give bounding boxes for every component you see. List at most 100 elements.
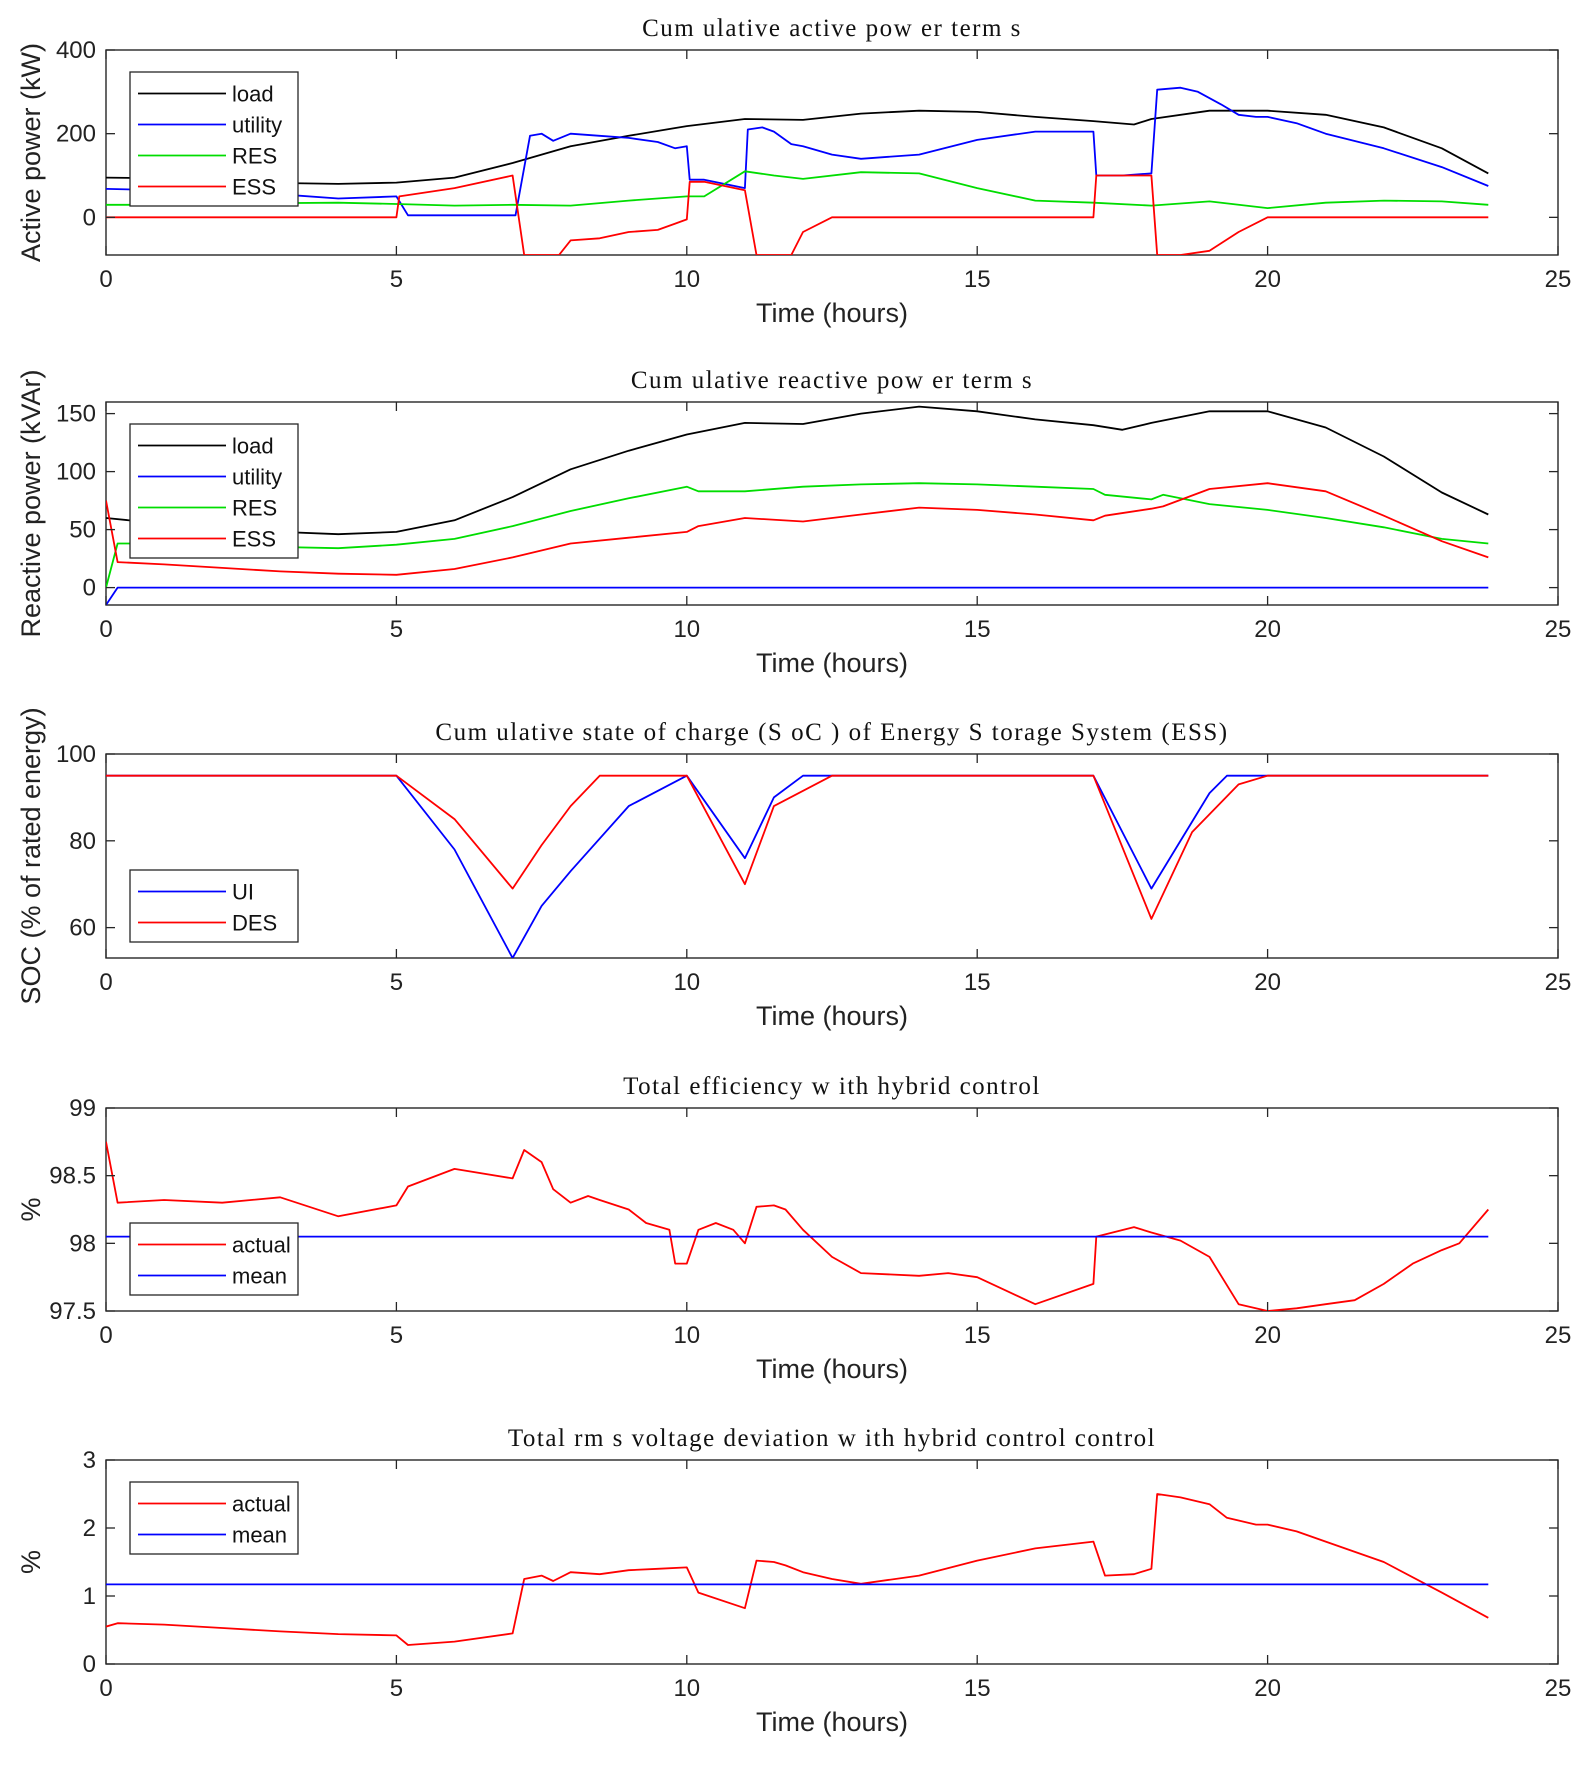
x-tick-label: 20 <box>1254 969 1281 996</box>
y-tick-label: 99 <box>69 1095 96 1122</box>
x-tick-label: 5 <box>390 1322 403 1349</box>
x-tick-label: 10 <box>673 266 700 293</box>
series-group <box>106 86 1489 255</box>
series-line-utility <box>106 586 1489 605</box>
y-tick-label: 98.5 <box>49 1163 96 1190</box>
y-tick-label: 60 <box>69 915 96 942</box>
plot-area <box>105 1107 1559 1312</box>
legend-label-ess: ESS <box>232 527 276 552</box>
legend: load utility RES ESS <box>129 71 299 207</box>
series-line-load <box>106 109 1489 185</box>
x-tick-label: 15 <box>964 266 991 293</box>
y-axis-label: Active power (kW) <box>16 43 46 262</box>
plot-area <box>105 753 1559 959</box>
legend-label-ess: ESS <box>232 175 276 200</box>
legend-box <box>129 869 299 943</box>
y-tick-label: 200 <box>56 121 96 148</box>
x-tick-label: 15 <box>964 1322 991 1349</box>
x-axis-label: Time (hours) <box>756 1001 908 1031</box>
x-tick-label: 25 <box>1545 266 1572 293</box>
legend-label-load: load <box>232 82 274 107</box>
x-tick-label: 0 <box>99 969 112 996</box>
subplot-1: 0 5 10 15 20 25 0 200 400 Cum ulative active pow … <box>16 15 1571 328</box>
subplot-2: 0 5 10 15 20 25 0 50 100 150 Cum ulative reactive … <box>16 367 1571 678</box>
x-tick-label: 10 <box>673 616 700 643</box>
series-line-ui <box>106 774 1489 958</box>
x-tick-label: 25 <box>1545 616 1572 643</box>
series-line-actual <box>106 1493 1489 1646</box>
x-tick-label: 0 <box>99 1675 112 1702</box>
y-tick-label: 0 <box>83 1651 96 1678</box>
legend-label-res: RES <box>232 496 277 521</box>
x-tick-label: 15 <box>964 616 991 643</box>
y-tick-label: 3 <box>83 1447 96 1474</box>
x-tick-label: 20 <box>1254 1675 1281 1702</box>
chart-title: Cum ulative active pow er term s <box>642 15 1022 42</box>
legend-label-utility: utility <box>232 113 282 138</box>
x-tick-label: 10 <box>673 1675 700 1702</box>
series-line-actual <box>106 1141 1489 1311</box>
series-line-res <box>106 482 1489 588</box>
x-axis-label: Time (hours) <box>756 298 908 328</box>
x-tick-label: 5 <box>390 616 403 643</box>
x-tick-label: 5 <box>390 1675 403 1702</box>
y-axis-label: SOC (% of rated energy) <box>16 707 46 1004</box>
legend: actual mean <box>129 1481 299 1555</box>
series-line-load <box>106 405 1489 536</box>
x-tick-label: 0 <box>99 1322 112 1349</box>
chart-title: Total efficiency w ith hybrid control <box>623 1073 1041 1100</box>
y-tick-label: 400 <box>56 37 96 64</box>
legend-box <box>129 1222 299 1296</box>
x-tick-label: 15 <box>964 969 991 996</box>
x-tick-label: 10 <box>673 969 700 996</box>
x-axis-label: Time (hours) <box>756 1707 908 1737</box>
x-tick-label: 0 <box>99 266 112 293</box>
plot-area <box>105 49 1559 256</box>
y-tick-label: 98 <box>69 1230 96 1257</box>
chart-title: Cum ulative state of charge (S oC ) of E… <box>435 719 1228 746</box>
y-tick-label: 150 <box>56 401 96 428</box>
legend-label-mean: mean <box>232 1264 287 1289</box>
y-axis-label: % <box>16 1197 46 1221</box>
legend-label-mean: mean <box>232 1523 287 1548</box>
x-tick-label: 20 <box>1254 616 1281 643</box>
y-tick-label: 0 <box>83 575 96 602</box>
x-tick-label: 0 <box>99 616 112 643</box>
legend-label-actual: actual <box>232 1492 291 1517</box>
x-tick-label: 5 <box>390 266 403 293</box>
y-axis-label: % <box>16 1550 46 1574</box>
x-tick-label: 25 <box>1545 1322 1572 1349</box>
subplot-4: 0 5 10 15 20 25 97.5 98 98.5 99 Total efficiency w… <box>16 1073 1571 1384</box>
y-tick-label: 1 <box>83 1583 96 1610</box>
y-tick-label: 2 <box>83 1515 96 1542</box>
legend-box <box>129 1481 299 1555</box>
plot-area <box>105 401 1559 606</box>
x-axis-label: Time (hours) <box>756 648 908 678</box>
legend: UI DES <box>129 869 299 943</box>
series-line-des <box>106 774 1489 920</box>
legend: load utility RES ESS <box>129 423 299 559</box>
x-tick-label: 20 <box>1254 266 1281 293</box>
legend-label-res: RES <box>232 144 277 169</box>
y-tick-label: 100 <box>56 459 96 486</box>
series-line-ess <box>106 482 1489 576</box>
legend-label-load: load <box>232 434 274 459</box>
legend-label-des: DES <box>232 911 277 936</box>
y-tick-label: 97.5 <box>49 1298 96 1325</box>
series-group <box>106 1493 1489 1646</box>
x-axis-label: Time (hours) <box>756 1354 908 1384</box>
subplot-5: 0 5 10 15 20 25 0 1 2 3 Total rm s voltage deviati… <box>16 1425 1571 1737</box>
series-group <box>106 1141 1489 1311</box>
legend: actual mean <box>129 1222 299 1296</box>
x-tick-label: 15 <box>964 1675 991 1702</box>
x-tick-label: 5 <box>390 969 403 996</box>
series-line-ess <box>106 174 1489 255</box>
chart-title: Cum ulative reactive pow er term s <box>631 367 1033 394</box>
y-tick-label: 80 <box>69 828 96 855</box>
series-group <box>106 774 1489 958</box>
y-tick-label: 0 <box>83 204 96 231</box>
y-axis-label: Reactive power (kVAr) <box>16 369 46 637</box>
x-tick-label: 10 <box>673 1322 700 1349</box>
